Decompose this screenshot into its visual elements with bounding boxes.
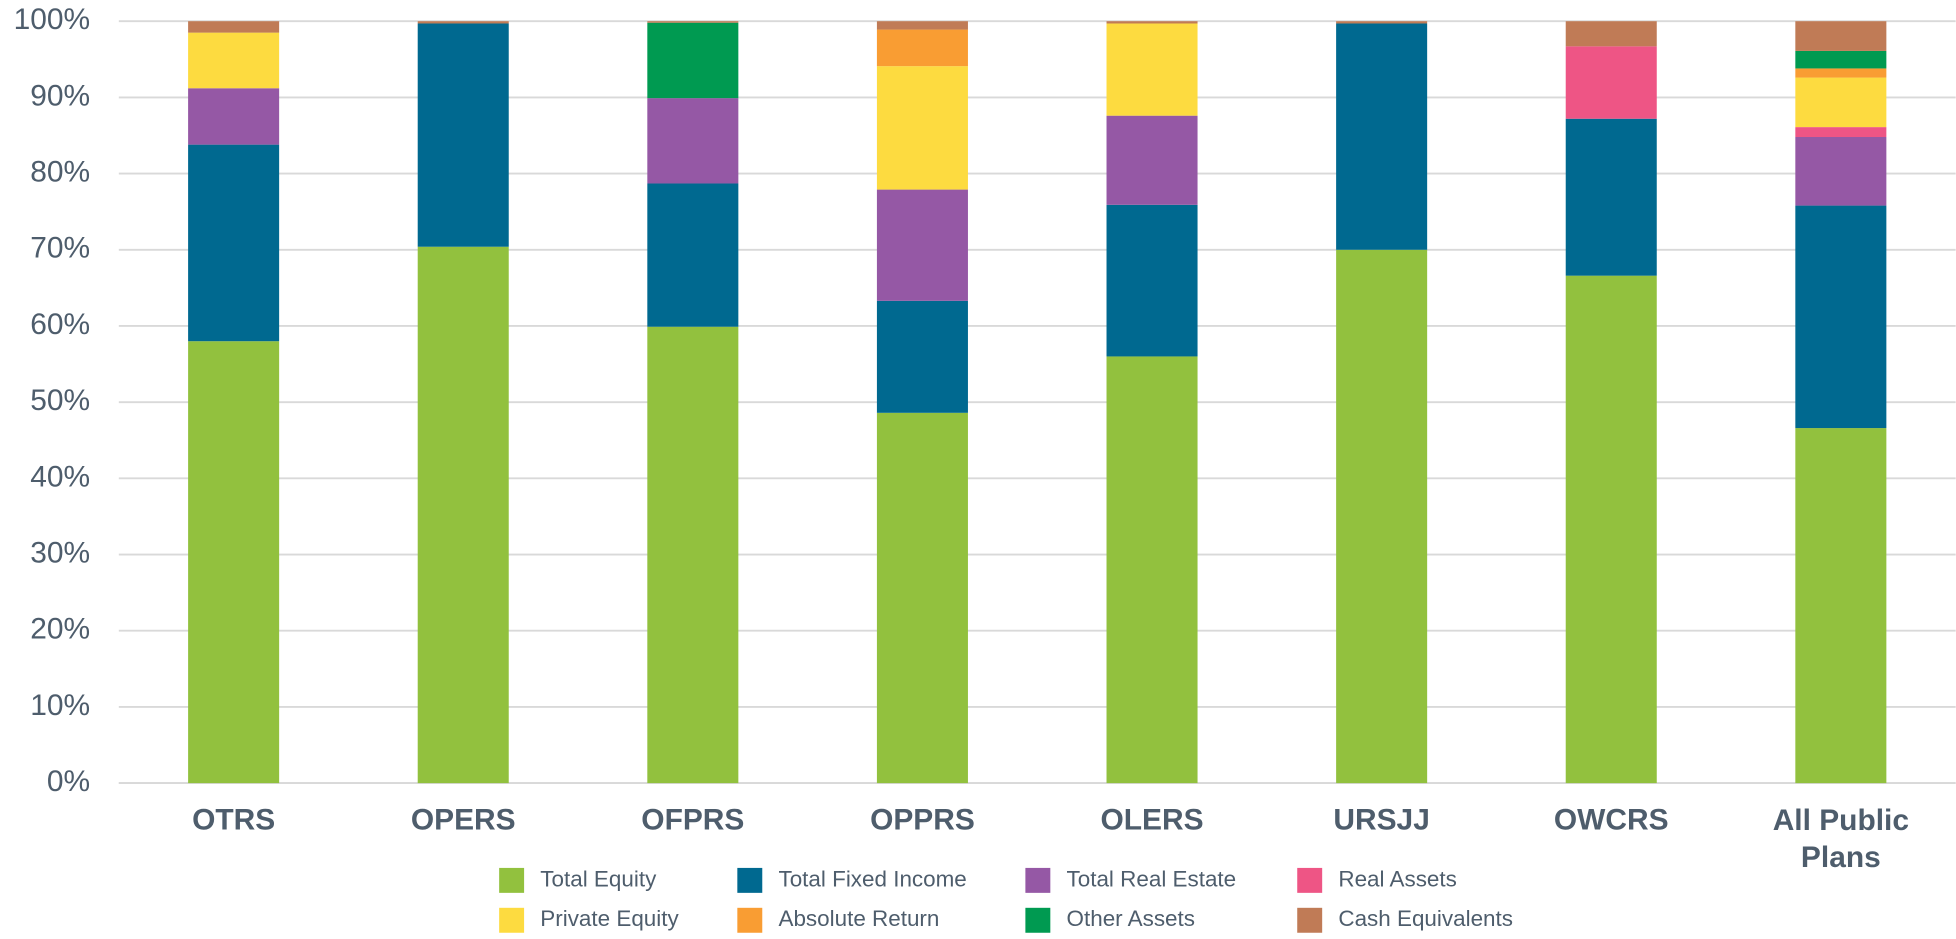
bar-segment (1565, 118, 1657, 276)
legend-label: Total Equity (540, 866, 657, 891)
x-tick-label: OPPRS (870, 804, 975, 837)
x-tick-label: OWCRS (1554, 804, 1669, 837)
legend-swatch (1297, 867, 1323, 893)
legend-swatch (1297, 907, 1323, 933)
legend-label: Private Equity (540, 906, 679, 931)
legend-swatch (499, 867, 525, 893)
bar-segment (1106, 115, 1198, 205)
bar-segment (1336, 249, 1428, 784)
legend-swatch (499, 907, 525, 933)
bar-segment (188, 21, 280, 33)
y-tick-label: 100% (14, 3, 90, 36)
legend-swatch (1025, 907, 1051, 933)
bar-segment (1795, 428, 1887, 784)
bar-segment (1565, 275, 1657, 784)
bar-segment (647, 326, 739, 784)
legend-label: Cash Equivalents (1338, 906, 1513, 931)
bar-segment (1106, 23, 1198, 116)
bar-segment (417, 21, 509, 24)
x-tick-label: OLERS (1101, 804, 1204, 837)
bar-segment (1795, 68, 1887, 78)
legend-label: Absolute Return (778, 906, 939, 931)
bar-segment (876, 300, 968, 413)
bar-segment (1336, 23, 1428, 250)
bar-segment (188, 32, 280, 89)
bar-segment (1336, 21, 1428, 24)
bar-segment (647, 183, 739, 327)
bar-segment (188, 144, 280, 342)
bar-segment (1106, 356, 1198, 784)
legend-label: Total Fixed Income (778, 866, 966, 891)
bar-segment (876, 29, 968, 67)
y-tick-label: 60% (30, 308, 90, 341)
y-tick-label: 30% (30, 536, 90, 569)
y-tick-label: 10% (30, 689, 90, 722)
bar-segment (1795, 50, 1887, 69)
legend-label: Real Assets (1338, 866, 1456, 891)
bar-segment (1795, 77, 1887, 128)
bar-segment (1795, 127, 1887, 138)
bar-segment (1795, 21, 1887, 51)
bar-segment (876, 412, 968, 784)
x-tick-label: All Public Plans (1773, 804, 1909, 874)
bar-segment (876, 189, 968, 301)
y-tick-label: 20% (30, 613, 90, 646)
bar-segment (188, 88, 280, 145)
y-tick-label: 90% (30, 79, 90, 112)
x-tick-label: OFPRS (641, 804, 744, 837)
bar-segment (1106, 204, 1198, 357)
legend-swatch (737, 867, 763, 893)
bar-segment (647, 22, 739, 99)
legend-label: Total Real Estate (1067, 866, 1237, 891)
x-tick-label: OPERS (411, 804, 516, 837)
bar-segment (1795, 205, 1887, 429)
y-tick-label: 50% (30, 384, 90, 417)
bar-segment (876, 21, 968, 30)
legend-swatch (737, 907, 763, 933)
y-tick-label: 0% (47, 765, 90, 798)
legend-swatch (1025, 867, 1051, 893)
bar-segment (1565, 21, 1657, 47)
bar-segment (1795, 137, 1887, 206)
bar-segment (647, 98, 739, 184)
x-tick-label: OTRS (192, 804, 275, 837)
bar-segment (647, 21, 739, 23)
x-tick-label: URSJJ (1333, 804, 1429, 837)
bar-segment (417, 23, 509, 247)
y-tick-label: 80% (30, 155, 90, 188)
bar-segment (417, 246, 509, 784)
bar-segment (1106, 21, 1198, 24)
y-tick-label: 70% (30, 232, 90, 265)
bar-segment (1565, 46, 1657, 119)
bar-segment (876, 66, 968, 190)
y-tick-label: 40% (30, 460, 90, 493)
legend-label: Other Assets (1067, 906, 1195, 931)
bar-segment (188, 341, 280, 784)
